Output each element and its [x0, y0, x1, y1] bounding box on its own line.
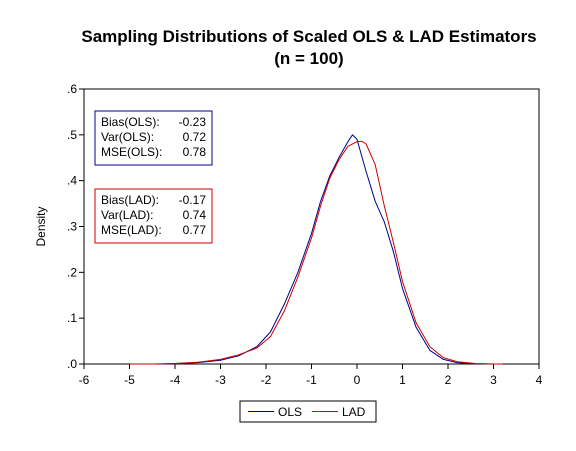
stat-value: 0.78: [183, 145, 207, 159]
x-tick-label: 3: [490, 373, 497, 387]
series-line-lad: [130, 141, 503, 364]
stat-value: 0.72: [183, 130, 207, 144]
stat-label: Bias(LAD):: [101, 193, 159, 207]
series-layer: [130, 135, 503, 364]
x-tick-label: -3: [215, 373, 226, 387]
stat-label: MSE(LAD):: [101, 223, 162, 237]
stat-value: 0.74: [183, 208, 207, 222]
y-tick-label: .3: [67, 220, 77, 234]
x-tick-label: -6: [79, 373, 90, 387]
stat-label: MSE(OLS):: [101, 145, 162, 159]
stat-label: Bias(OLS):: [101, 115, 160, 129]
x-tick-label: -2: [261, 373, 272, 387]
x-axis: -6 -5 -4 -3 -2 -1 0 1 2 3 4: [79, 364, 543, 387]
y-tick-label: .4: [67, 174, 77, 188]
x-tick-label: -5: [124, 373, 135, 387]
y-tick-label: .6: [67, 82, 77, 96]
y-tick-label: .5: [67, 128, 77, 142]
stat-value: 0.77: [183, 223, 207, 237]
y-tick-label: .1: [67, 311, 77, 325]
y-tick-label: .0: [67, 357, 77, 371]
legend-label-lad: LAD: [342, 405, 366, 419]
x-tick-label: 1: [399, 373, 406, 387]
x-tick-label: -4: [170, 373, 181, 387]
ols-stats-box: Bias(OLS): -0.23 Var(OLS): 0.72 MSE(OLS): 0.7…: [95, 111, 212, 165]
x-tick-label: -1: [306, 373, 317, 387]
x-tick-label: 4: [536, 373, 543, 387]
lad-stats-box: Bias(LAD): -0.17 Var(LAD): 0.74 MSE(LAD): 0.7…: [95, 189, 212, 243]
stat-label: Var(OLS):: [101, 130, 154, 144]
stat-value: -0.23: [179, 115, 207, 129]
stat-value: -0.17: [179, 193, 207, 207]
x-tick-label: 0: [354, 373, 361, 387]
legend: OLS LAD: [240, 401, 376, 422]
x-tick-label: 2: [445, 373, 452, 387]
series-line-ols: [161, 135, 493, 364]
y-tick-label: .2: [67, 265, 77, 279]
y-axis: .0 .1 .2 .3 .4 .5 .6: [67, 82, 84, 371]
stat-label: Var(LAD):: [101, 208, 153, 222]
legend-label-ols: OLS: [278, 405, 302, 419]
y-axis-label: Density: [34, 206, 48, 246]
